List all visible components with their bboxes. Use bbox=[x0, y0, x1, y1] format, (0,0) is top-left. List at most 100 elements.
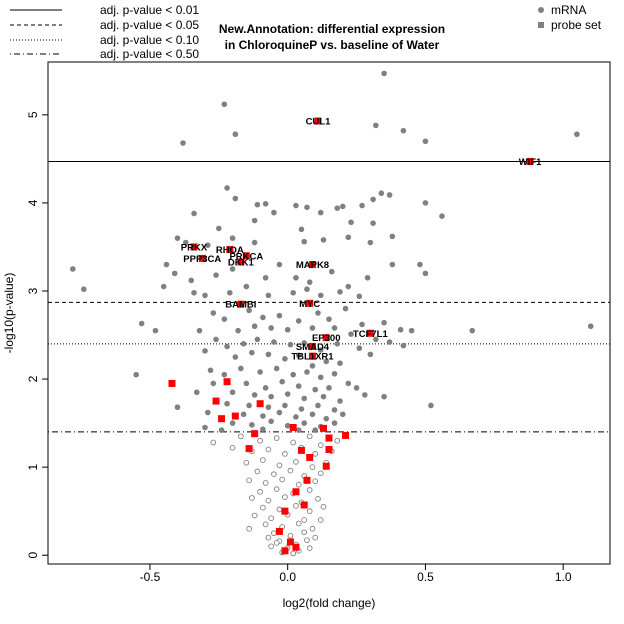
mrna-point-open bbox=[320, 503, 327, 510]
mrna-point bbox=[337, 360, 343, 367]
x-axis: -0.5 0.0 0.5 1.0 bbox=[140, 563, 572, 584]
legend-marker-probe-set bbox=[538, 22, 544, 28]
mrna-point bbox=[400, 342, 407, 349]
mrna-point bbox=[331, 370, 338, 377]
legend-marker-mrna bbox=[538, 7, 544, 13]
gene-label: DKK1 bbox=[228, 257, 255, 268]
mrna-point bbox=[257, 369, 263, 375]
probe-set-point bbox=[342, 431, 350, 439]
mrna-point bbox=[428, 402, 434, 409]
probe-set-point bbox=[308, 342, 316, 350]
mrna-point bbox=[337, 398, 343, 404]
mrna-point bbox=[251, 323, 258, 330]
mrna-point bbox=[304, 204, 310, 211]
mrna-point-open bbox=[301, 517, 308, 523]
mrna-point bbox=[353, 385, 360, 391]
mrna-point bbox=[260, 413, 266, 419]
mrna-point bbox=[309, 325, 316, 331]
mrna-point bbox=[400, 127, 407, 134]
mrna-point-open bbox=[309, 525, 316, 532]
mrna-point bbox=[574, 131, 580, 138]
mrna-point-open bbox=[246, 477, 252, 484]
mrna-point bbox=[301, 420, 308, 426]
probe-set-point bbox=[325, 434, 333, 442]
mrna-point-open bbox=[317, 442, 324, 448]
mrna-point bbox=[276, 409, 283, 416]
mrna-point-open bbox=[309, 464, 316, 470]
mrna-point bbox=[282, 402, 288, 409]
mrna-point-open bbox=[260, 457, 266, 463]
mrna-point bbox=[356, 293, 363, 300]
mrna-point bbox=[345, 380, 352, 387]
mrna-point bbox=[193, 389, 200, 396]
mrna-point-open bbox=[243, 459, 250, 466]
mrna-point bbox=[163, 261, 170, 268]
mrna-point-open bbox=[249, 495, 255, 501]
gene-label: WIF1 bbox=[519, 157, 542, 168]
mrna-point bbox=[469, 327, 476, 334]
mrna-point bbox=[293, 202, 299, 209]
gene-label: CUL1 bbox=[306, 117, 332, 128]
mrna-point-open bbox=[317, 517, 324, 523]
mrna-point bbox=[260, 314, 266, 321]
mrna-point bbox=[378, 190, 385, 197]
mrna-point-open bbox=[265, 534, 272, 541]
mrna-point bbox=[362, 392, 368, 398]
probe-set-point bbox=[218, 415, 226, 423]
mrna-point-open bbox=[251, 512, 258, 519]
mrna-point bbox=[317, 347, 324, 353]
gene-label: PRKCA bbox=[229, 251, 263, 262]
mrna-point bbox=[301, 238, 308, 245]
mrna-point bbox=[408, 327, 415, 334]
mrna-point-open bbox=[271, 471, 277, 478]
mrna-point bbox=[268, 418, 274, 425]
mrna-point bbox=[213, 272, 219, 278]
probe-set-point bbox=[190, 243, 198, 251]
mrna-point bbox=[317, 292, 324, 299]
legend-label-mrna: mRNA bbox=[551, 3, 586, 17]
y-tick-label: 0 bbox=[26, 552, 40, 559]
probe-set-point bbox=[223, 378, 231, 386]
mrna-point bbox=[246, 307, 252, 314]
legend-label-0-01: adj. p-value < 0.01 bbox=[100, 3, 199, 17]
mrna-point-open bbox=[317, 470, 324, 477]
mrna-point bbox=[265, 351, 272, 358]
mrna-point bbox=[295, 318, 302, 324]
mrna-point bbox=[293, 274, 299, 281]
mrna-point bbox=[262, 274, 269, 281]
mrna-point bbox=[284, 391, 291, 397]
mrna-point-open bbox=[293, 503, 299, 509]
mrna-point bbox=[306, 279, 313, 285]
mrna-point-open bbox=[268, 515, 274, 522]
mrna-point bbox=[81, 286, 87, 293]
mrna-point bbox=[174, 404, 181, 411]
mrna-point bbox=[188, 277, 195, 284]
gene-label: BAMBI bbox=[225, 300, 256, 311]
mrna-point bbox=[422, 138, 429, 145]
mrna-point bbox=[331, 407, 338, 413]
mrna-point bbox=[224, 185, 230, 191]
mrna-point bbox=[339, 203, 346, 210]
legend-label-0-50: adj. p-value < 0.50 bbox=[100, 47, 199, 61]
mrna-point bbox=[182, 239, 189, 246]
probe-set-point bbox=[237, 258, 245, 266]
probe-set-point bbox=[237, 300, 245, 308]
mrna-point-open bbox=[262, 521, 269, 528]
mrna-point-open bbox=[304, 537, 310, 544]
mrna-point-open bbox=[262, 480, 269, 486]
mrna-point bbox=[381, 319, 387, 326]
mrna-point bbox=[381, 70, 387, 77]
probe-set-point bbox=[300, 501, 308, 509]
mrna-point-open bbox=[265, 497, 272, 504]
mrna-point bbox=[334, 341, 341, 347]
probe-set-points bbox=[168, 117, 534, 555]
mrna-point bbox=[339, 411, 346, 418]
mrna-point-open bbox=[293, 458, 299, 465]
probe-set-point bbox=[231, 412, 239, 420]
mrna-point bbox=[317, 209, 324, 216]
mrna-point bbox=[243, 380, 250, 387]
mrna-point bbox=[356, 345, 363, 352]
mrna-point bbox=[417, 261, 423, 268]
mrna-point-open bbox=[287, 532, 294, 539]
mrna-point bbox=[284, 326, 291, 333]
